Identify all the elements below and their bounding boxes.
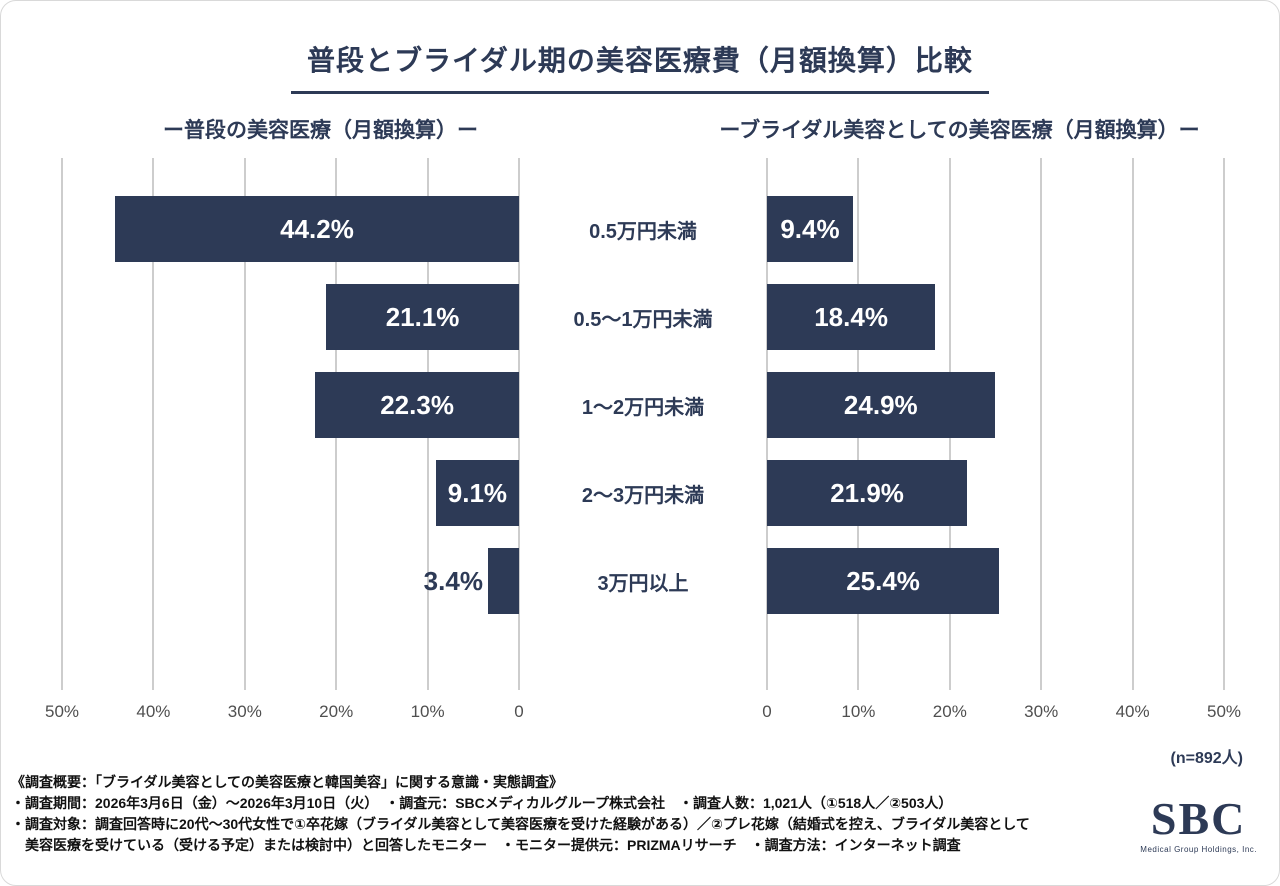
bar-right-1: 18.4%: [767, 284, 936, 350]
category-label: 2〜3万円未満: [581, 484, 705, 507]
right-chart-column: 9.4% 18.4% 24.9% 21.9% 25.4% 0 10% 20% 30% 40% 50…: [762, 158, 1241, 728]
bar-right-0: 9.4%: [767, 196, 853, 262]
category-label: 3万円以上: [597, 572, 689, 595]
category-label: 0.5万円未満: [589, 220, 697, 243]
bar-left-2: 22.3%: [315, 372, 519, 438]
bar-value-label: 21.9%: [830, 477, 904, 508]
center-labels: 0.5万円未満 0.5〜1万円未満 1〜2万円未満 2〜3万円未満 3万円以上: [519, 158, 767, 690]
gridline: [152, 158, 155, 690]
bar-value-label: 24.9%: [843, 389, 918, 420]
bar-value-label: 25.4%: [846, 565, 920, 596]
bar-left-3: 9.1%: [435, 460, 519, 526]
sample-size-note: (n=892人): [1170, 750, 1243, 767]
bar-value-label: 9.4%: [780, 213, 840, 244]
bar-left-1: 21.1%: [326, 284, 519, 350]
bar-left-4: 3.4%: [424, 548, 519, 614]
axis-left: 50% 40% 30% 20% 10% 0: [45, 702, 524, 728]
bar-value-label: 3.4%: [423, 565, 483, 596]
axis-tick: 0: [514, 702, 524, 721]
axis-tick: 50%: [44, 702, 80, 721]
bar-value-label: 18.4%: [814, 301, 888, 332]
bar-left-0: 44.2%: [115, 196, 519, 262]
gridline: [61, 158, 63, 690]
axis-tick: 50%: [1206, 702, 1242, 721]
bar-value-label: 22.3%: [380, 389, 454, 420]
title-wrap: 普段とブライダル期の美容医療費（月額換算）比較: [1, 39, 1279, 94]
subtitles-row: ー普段の美容医療（月額換算）ー ーブライダル美容としての美容医療（月額換算）ー: [1, 114, 1279, 144]
bar-right-3: 21.9%: [767, 460, 968, 526]
page-title: 普段とブライダル期の美容医療費（月額換算）比較: [291, 39, 989, 94]
left-chart-column: 44.2% 21.1% 22.3% 9.1% 3.4% 50% 40% 30% 20% 10% 0: [45, 158, 524, 728]
axis-tick: 30%: [227, 702, 262, 721]
axis-tick: 40%: [1115, 702, 1150, 721]
gridline: [518, 158, 520, 690]
logo-subtext: Medical Group Holdings, Inc.: [1140, 845, 1257, 854]
gridline: [1131, 158, 1134, 690]
gridline: [1223, 158, 1225, 690]
axis-tick: 10%: [841, 702, 876, 721]
category-label: 1〜2万円未満: [581, 396, 705, 419]
subtitle-right: ーブライダル美容としての美容医療（月額換算）ー: [719, 119, 1200, 142]
footer: 《調査概要：「ブライダル美容としての美容医療と韓国美容」に関する意識・実態調査》…: [1, 768, 1279, 864]
bar-value-label: 44.2%: [280, 213, 354, 244]
sbc-logo: SBC Medical Group Holdings, Inc.: [1140, 796, 1267, 856]
plot-left: 44.2% 21.1% 22.3% 9.1% 3.4%: [61, 158, 520, 690]
gridline: [243, 158, 246, 690]
footnote-line: 《調査概要：「ブライダル美容としての美容医療と韓国美容」に関する意識・実態調査》: [11, 774, 564, 790]
category-label: 0.5〜1万円未満: [573, 308, 713, 331]
bar-value-label: 21.1%: [385, 301, 460, 332]
axis-tick: 30%: [1024, 702, 1059, 721]
axis-tick: 20%: [319, 702, 354, 721]
plot-right: 9.4% 18.4% 24.9% 21.9% 25.4%: [766, 158, 1225, 690]
bar-value-label: 9.1%: [447, 477, 508, 508]
subtitle-left: ー普段の美容医療（月額換算）ー: [163, 119, 478, 142]
axis-tick: 0: [762, 702, 772, 721]
axis-tick: 20%: [932, 702, 967, 721]
logo-text: SBC: [1150, 793, 1247, 844]
footnote-line: ・調査対象：調査回答時に20代〜30代女性で①卒花嫁（ブライダル美容として美容医…: [11, 816, 1030, 832]
axis-tick: 10%: [410, 702, 445, 721]
axis-right: 0 10% 20% 30% 40% 50%: [762, 702, 1241, 728]
bar-right-4: 25.4%: [767, 548, 1000, 614]
footnote-line: ・調査期間：2026年3月6日（金）〜2026年3月10日（火） ・調査元：SB…: [11, 795, 953, 811]
gridline: [1040, 158, 1043, 690]
footnote-line: 美容医療を受けている（受ける予定）または検討中）と回答したモニター ・モニター提…: [11, 837, 961, 853]
chart-area: 44.2% 21.1% 22.3% 9.1% 3.4% 50% 40% 30% 20% 10% 0…: [1, 144, 1279, 728]
axis-tick: 40%: [136, 702, 171, 721]
survey-notes: 《調査概要：「ブライダル美容としての美容医療と韓国美容」に関する意識・実態調査》…: [11, 772, 1140, 856]
bar-right-2: 24.9%: [767, 372, 995, 438]
